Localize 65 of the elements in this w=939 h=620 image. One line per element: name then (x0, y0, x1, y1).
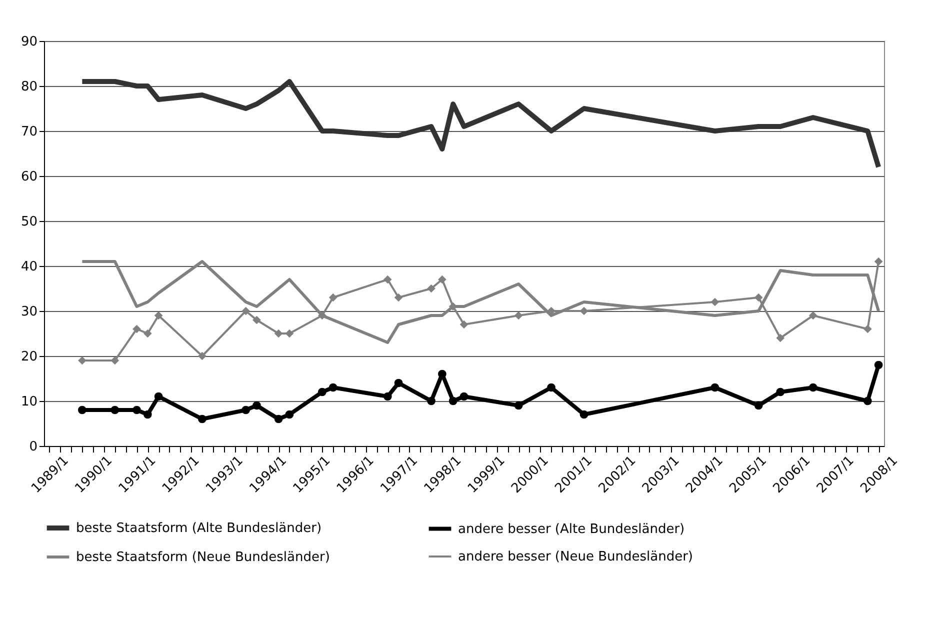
point (460, 392, 468, 401)
point (242, 406, 250, 414)
y-tick-label: 20 (20, 350, 38, 364)
y-tick-label: 30 (20, 304, 38, 320)
point (110, 406, 120, 414)
point (874, 360, 883, 370)
point (285, 329, 294, 338)
point (710, 383, 720, 392)
y-tick-label: 60 (20, 170, 38, 184)
point (427, 396, 436, 406)
legend-label: andere besser (Neue Bundesländer) (458, 550, 693, 564)
y-tick-label: 80 (20, 80, 38, 94)
point (318, 388, 326, 396)
point (198, 414, 206, 424)
point (132, 406, 141, 414)
point (154, 311, 163, 320)
point (448, 396, 458, 406)
point (252, 401, 261, 410)
point (438, 275, 446, 284)
point (514, 401, 523, 410)
point (285, 410, 294, 419)
point (328, 293, 338, 302)
point (154, 392, 163, 401)
point (143, 329, 152, 338)
y-tick-label: 90 (20, 34, 38, 50)
point (394, 378, 403, 388)
point (460, 320, 468, 329)
point (78, 356, 86, 365)
point (710, 298, 720, 306)
point (274, 414, 283, 424)
y-tick-label: 10 (20, 394, 38, 410)
point (776, 334, 785, 342)
point (580, 306, 588, 316)
y-tick-label: 50 (20, 214, 38, 230)
legend-label: beste Staatsform (Neue Bundesländer) (76, 550, 330, 565)
legend-label: beste Staatsform (Alte Bundesländer) (76, 521, 322, 536)
point (78, 406, 86, 414)
point (808, 383, 818, 392)
point (143, 410, 152, 419)
point (328, 383, 338, 392)
y-tick-label: 40 (20, 260, 38, 274)
point (863, 396, 872, 406)
point (198, 352, 206, 360)
point (547, 383, 556, 392)
point (110, 356, 120, 365)
y-tick-label: 0 (29, 440, 38, 454)
point (874, 257, 883, 266)
point (754, 401, 763, 410)
point (274, 329, 283, 338)
point (863, 324, 872, 334)
point (427, 284, 436, 293)
point (776, 388, 785, 396)
point (252, 316, 261, 324)
y-tick-label: 70 (20, 124, 38, 140)
point (318, 311, 326, 320)
point (383, 392, 392, 401)
point (580, 410, 588, 419)
point (242, 306, 250, 316)
point (394, 293, 403, 302)
point (514, 311, 523, 320)
legend-label: andere besser (Alte Bundesländer) (458, 522, 685, 537)
point (383, 275, 392, 284)
point (132, 324, 141, 334)
point (808, 311, 818, 320)
point (754, 293, 763, 302)
